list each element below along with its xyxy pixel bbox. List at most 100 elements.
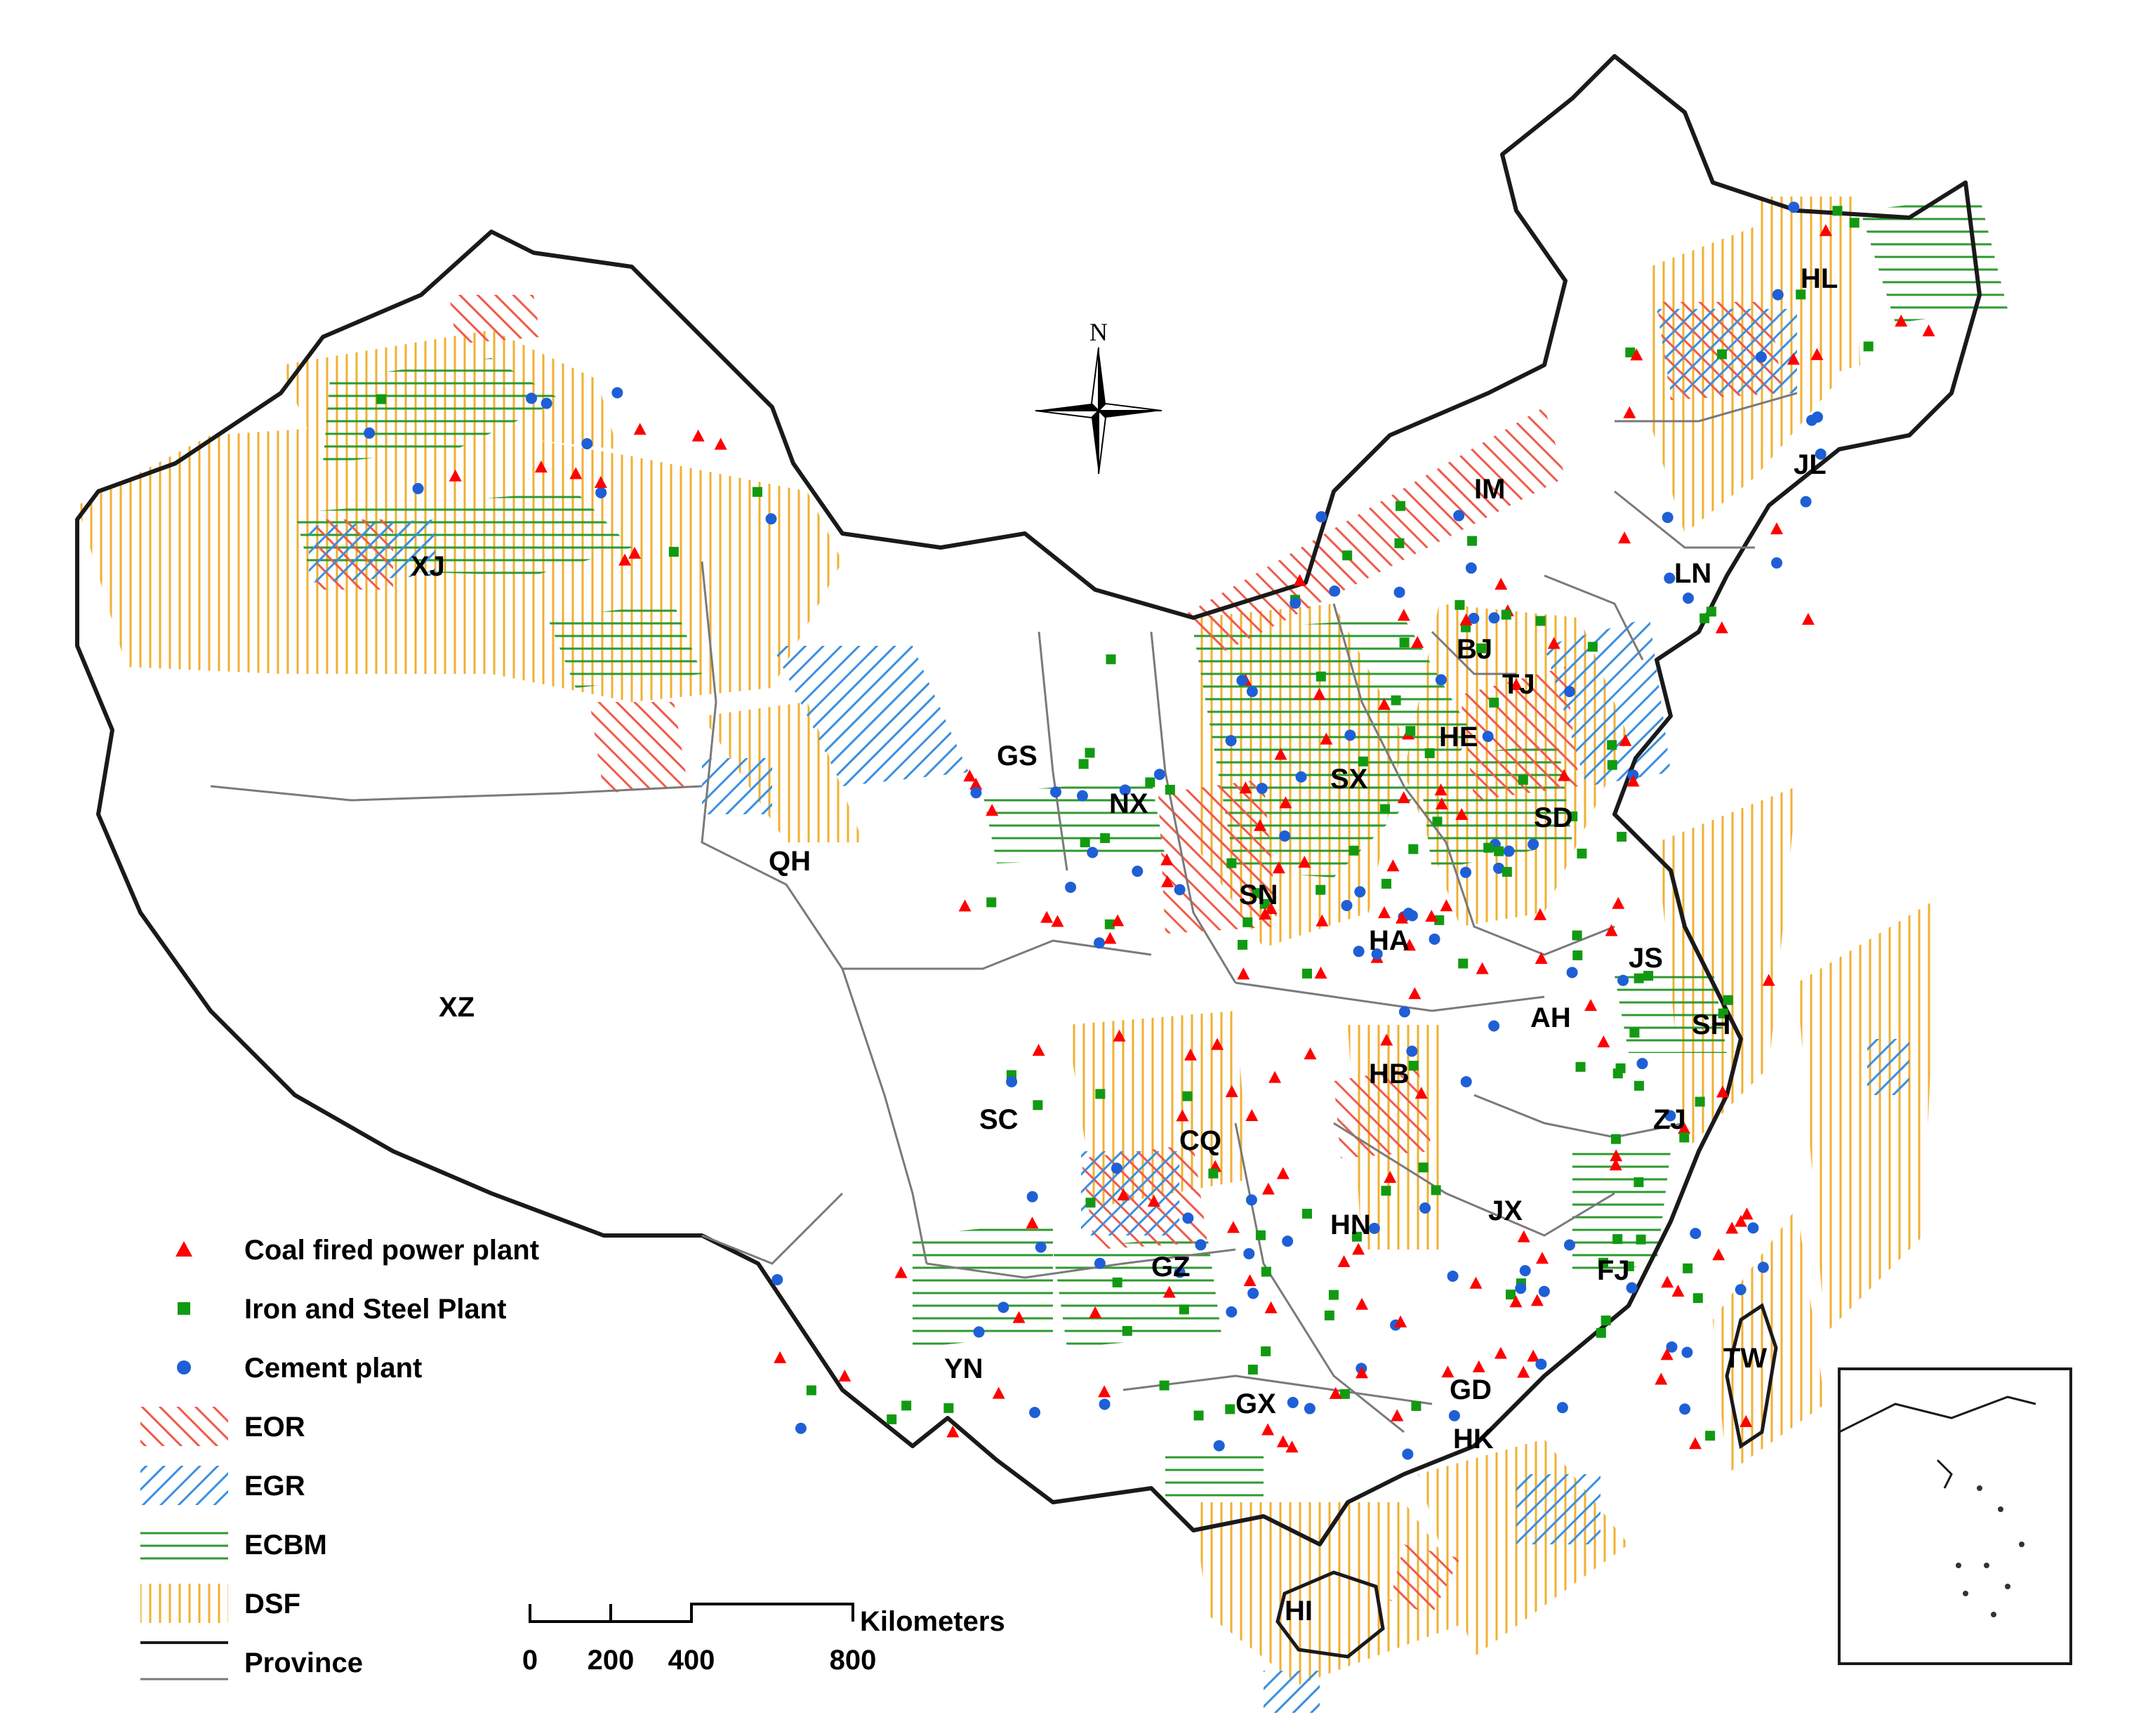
cement-plant-marker	[1465, 562, 1477, 574]
power-plant-marker	[1304, 1047, 1317, 1060]
cement-plant-marker	[1225, 735, 1237, 747]
cement-plant-marker	[1447, 1270, 1459, 1282]
power-plant-marker	[1671, 1285, 1685, 1297]
cement-plant-marker	[1049, 786, 1061, 798]
cement-plant-marker	[1664, 1110, 1676, 1122]
steel-plant-marker	[1610, 1134, 1621, 1144]
steel-plant-marker	[1600, 1316, 1611, 1326]
power-plant-marker	[1403, 939, 1416, 951]
power-plant-marker	[1314, 966, 1327, 979]
power-plant-marker	[1337, 1255, 1351, 1268]
steel-plant-marker	[1518, 774, 1528, 785]
steel-plant-marker	[1226, 858, 1237, 868]
steel-plant-marker	[1434, 915, 1445, 925]
cement-plant-marker	[1226, 1306, 1238, 1318]
province-label-fj: FJ	[1597, 1255, 1630, 1286]
steel-plant-marker	[1255, 1230, 1266, 1240]
cement-plant-marker	[611, 387, 623, 399]
power-plant-marker	[1623, 406, 1636, 418]
power-plant-marker	[691, 429, 705, 442]
steel-plant-marker	[1723, 995, 1733, 1005]
legend-label-egr: EGR	[244, 1471, 305, 1502]
power-plant-marker	[1517, 1365, 1530, 1378]
steel-plant-marker	[1112, 1277, 1122, 1287]
power-plant-marker	[1630, 348, 1643, 361]
power-plant-marker	[1113, 1029, 1126, 1042]
steel-plant-marker	[1208, 1168, 1219, 1179]
power-plant-marker	[1725, 1221, 1739, 1234]
cement-plant-marker	[1393, 586, 1405, 598]
steel-plant-marker	[1145, 777, 1155, 788]
steel-plant-marker	[1408, 1061, 1419, 1071]
legend-label-power: Coal fired power plant	[244, 1235, 539, 1266]
legend-item-province: Province	[140, 1641, 363, 1681]
cement-plant-marker	[1636, 1058, 1648, 1070]
steel-plant-marker	[1454, 599, 1465, 610]
power-plant-marker	[1435, 797, 1448, 809]
power-plant-marker	[894, 1266, 908, 1278]
star-icon	[177, 1360, 191, 1374]
scale-unit: Kilometers	[860, 1606, 1005, 1637]
power-plant-marker	[1584, 999, 1598, 1012]
egr-area-layer	[309, 309, 1909, 1713]
cement-plant-marker	[412, 483, 424, 495]
steel-plant-marker	[1483, 842, 1494, 853]
cement-plant-marker	[526, 392, 538, 404]
power-plant-marker	[1395, 911, 1408, 924]
steel-plant-marker	[1395, 501, 1405, 511]
power-plant-marker	[1716, 1085, 1729, 1098]
steel-plant-marker	[1381, 878, 1391, 889]
steel-plant-marker	[1617, 831, 1627, 842]
legend-item-ecbm: ECBM	[140, 1525, 327, 1564]
cement-plant-marker	[1519, 1265, 1531, 1277]
cement-plant-marker	[1563, 1239, 1575, 1251]
province-label-nx: NX	[1109, 788, 1148, 819]
steel-plant-marker	[1431, 1185, 1441, 1195]
power-plant-marker	[1655, 1372, 1668, 1385]
power-plant-marker	[1329, 1386, 1342, 1399]
steel-plant-marker	[376, 394, 387, 404]
province-label-hb: HB	[1369, 1059, 1410, 1089]
power-plant-marker	[1712, 1248, 1725, 1261]
power-plant-marker	[1660, 1348, 1674, 1360]
power-plant-marker	[1715, 621, 1728, 634]
power-plant-marker	[1386, 859, 1400, 872]
power-plant-marker	[1688, 1437, 1702, 1450]
scale-bar: Kilometers 0 200 400 800	[522, 1603, 1005, 1676]
cement-plant-marker	[970, 787, 982, 799]
cement-plant-marker	[1065, 881, 1077, 893]
power-plant-marker	[1274, 748, 1287, 760]
province-label-gd: GD	[1450, 1374, 1492, 1405]
steel-plant-marker	[1568, 811, 1578, 821]
province-label-ln: LN	[1674, 558, 1711, 589]
cement-plant-marker	[1398, 1006, 1410, 1018]
steel-plant-marker	[1033, 1100, 1043, 1111]
steel-plant-marker	[887, 1414, 897, 1424]
steel-plant-marker	[1408, 844, 1419, 854]
power-plant-marker	[1160, 853, 1174, 866]
legend-label-dsf: DSF	[244, 1589, 300, 1619]
province-label-xj: XJ	[411, 551, 445, 582]
power-plant-marker	[1243, 1274, 1257, 1287]
province-label-hn: HN	[1330, 1210, 1371, 1240]
province-label-gs: GS	[997, 741, 1038, 771]
province-label-sh: SH	[1692, 1009, 1731, 1040]
steel-plant-marker	[1411, 1400, 1421, 1411]
cement-plant-marker	[1153, 769, 1165, 781]
power-plant-marker	[1787, 352, 1800, 365]
cement-plant-marker	[1664, 572, 1676, 584]
province-labels: HL JL LN IM BJ TJ HE SX SD XJ GS NX QH SN HA JS SH AH XZ SC…	[411, 263, 1838, 1626]
cement-plant-marker	[1315, 511, 1327, 523]
cement-plant-marker	[1757, 1261, 1769, 1273]
province-label-jx: JX	[1488, 1195, 1523, 1226]
cement-plant-marker	[1006, 1075, 1018, 1087]
power-plant-marker	[534, 460, 548, 473]
cement-plant-marker	[1076, 790, 1088, 802]
steel-plant-marker	[1301, 1208, 1312, 1219]
power-plant-marker	[1469, 1276, 1483, 1289]
power-plant-marker	[1618, 531, 1631, 544]
cement-plant-marker	[1690, 1228, 1702, 1240]
cement-plant-marker	[1290, 597, 1301, 609]
power-plant-marker	[1609, 1158, 1622, 1171]
